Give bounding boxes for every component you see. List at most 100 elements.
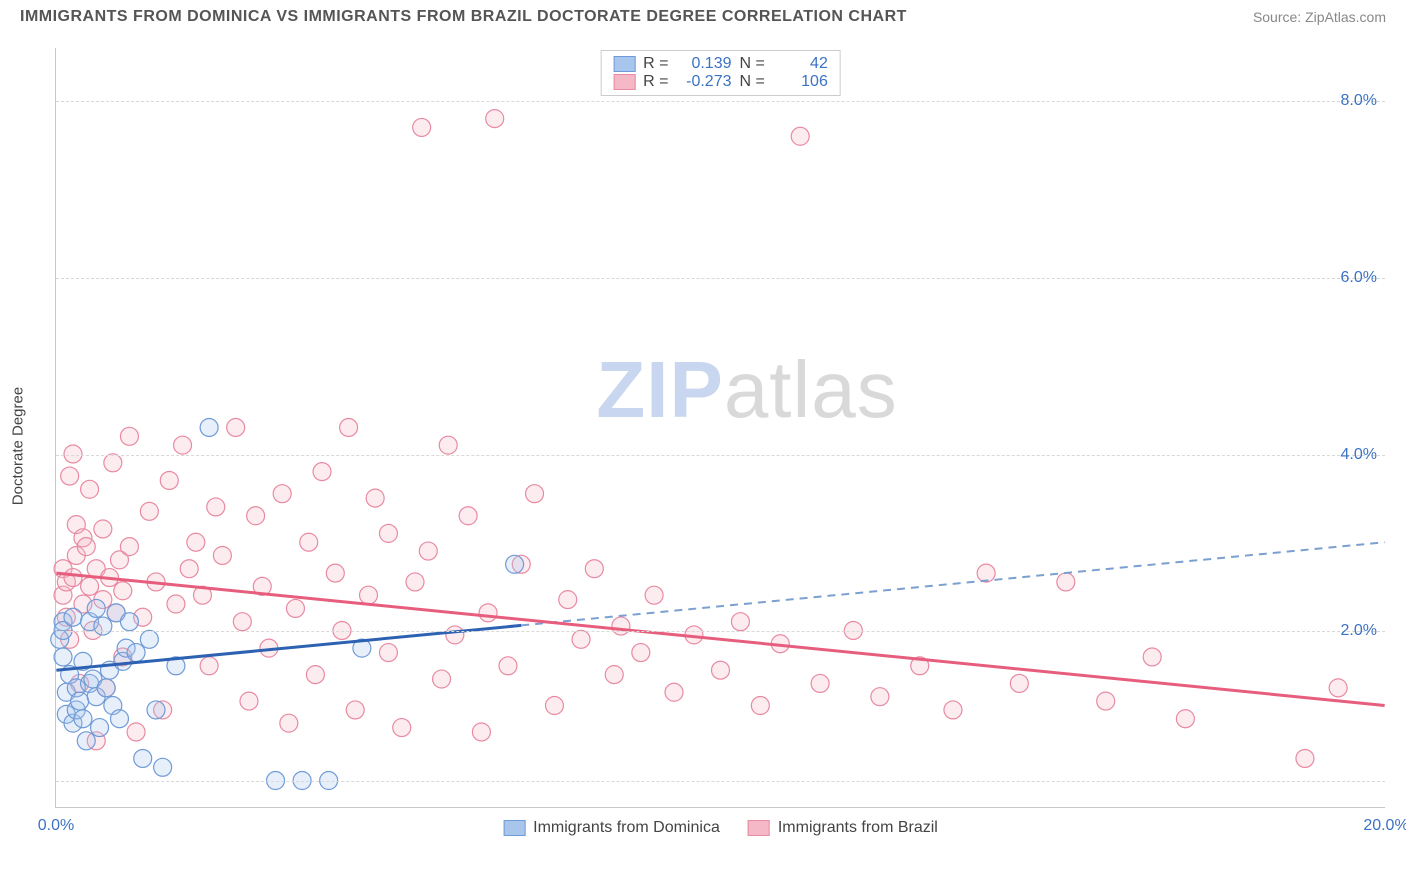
gridline: [56, 631, 1385, 632]
data-point: [140, 502, 158, 520]
data-point: [506, 555, 524, 573]
data-point: [1176, 710, 1194, 728]
data-point: [207, 498, 225, 516]
data-point: [233, 613, 251, 631]
data-point: [632, 644, 650, 662]
data-point: [406, 573, 424, 591]
legend-item-dominica: Immigrants from Dominica: [503, 819, 720, 837]
data-point: [479, 604, 497, 622]
data-point: [1296, 749, 1314, 767]
data-point: [665, 683, 683, 701]
data-point: [104, 454, 122, 472]
data-point: [393, 719, 411, 737]
data-point: [120, 427, 138, 445]
data-point: [134, 749, 152, 767]
regression-line-dashed: [521, 542, 1384, 625]
data-point: [64, 608, 82, 626]
legend-item-brazil: Immigrants from Brazil: [748, 819, 938, 837]
gridline: [56, 781, 1385, 782]
data-point: [379, 644, 397, 662]
data-point: [472, 723, 490, 741]
data-point: [459, 507, 477, 525]
legend-row-brazil: R = -0.273 N = 106: [613, 73, 828, 91]
gridline: [56, 278, 1385, 279]
r-label: R =: [643, 55, 668, 73]
data-point: [645, 586, 663, 604]
data-point: [731, 613, 749, 631]
data-point: [439, 436, 457, 454]
source-name: ZipAtlas.com: [1305, 9, 1386, 25]
n-value-dominica: 42: [773, 55, 828, 73]
legend-row-dominica: R = 0.139 N = 42: [613, 55, 828, 73]
data-point: [147, 701, 165, 719]
legend-label-dominica: Immigrants from Dominica: [533, 819, 720, 837]
n-value-brazil: 106: [773, 73, 828, 91]
data-point: [585, 560, 603, 578]
data-point: [200, 657, 218, 675]
data-point: [273, 485, 291, 503]
data-point: [61, 467, 79, 485]
data-point: [74, 710, 92, 728]
data-point: [77, 538, 95, 556]
data-point: [94, 617, 112, 635]
data-point: [114, 582, 132, 600]
data-point: [379, 524, 397, 542]
data-point: [712, 661, 730, 679]
source-attribution: Source: ZipAtlas.com: [1253, 9, 1386, 25]
correlation-legend: R = 0.139 N = 42 R = -0.273 N = 106: [600, 50, 841, 96]
y-axis-label: Doctorate Degree: [10, 387, 27, 505]
data-point: [300, 533, 318, 551]
data-point: [247, 507, 265, 525]
data-point: [751, 697, 769, 715]
data-point: [140, 630, 158, 648]
data-point: [977, 564, 995, 582]
x-tick-label: 20.0%: [1363, 817, 1406, 835]
data-point: [1010, 674, 1028, 692]
r-label: R =: [643, 73, 668, 91]
r-value-dominica: 0.139: [677, 55, 732, 73]
n-label: N =: [740, 55, 765, 73]
data-point: [306, 666, 324, 684]
data-point: [1097, 692, 1115, 710]
data-point: [213, 546, 231, 564]
data-point: [605, 666, 623, 684]
data-point: [360, 586, 378, 604]
data-point: [545, 697, 563, 715]
data-point: [154, 758, 172, 776]
data-point: [944, 701, 962, 719]
data-point: [433, 670, 451, 688]
data-point: [77, 732, 95, 750]
data-point: [240, 692, 258, 710]
data-point: [94, 520, 112, 538]
data-point: [97, 679, 115, 697]
data-point: [81, 577, 99, 595]
data-point: [71, 692, 89, 710]
data-point: [160, 471, 178, 489]
y-tick-label: 4.0%: [1341, 446, 1377, 464]
x-tick-label: 0.0%: [38, 817, 74, 835]
data-point: [120, 538, 138, 556]
chart-area: ZIPatlas R = 0.139 N = 42 R = -0.273 N =…: [55, 48, 1385, 808]
data-point: [313, 463, 331, 481]
data-point: [81, 480, 99, 498]
data-point: [187, 533, 205, 551]
data-point: [280, 714, 298, 732]
data-point: [200, 419, 218, 437]
plot-svg: [56, 48, 1385, 807]
data-point: [87, 599, 105, 617]
gridline: [56, 101, 1385, 102]
data-point: [811, 674, 829, 692]
data-point: [167, 595, 185, 613]
data-point: [871, 688, 889, 706]
header: IMMIGRANTS FROM DOMINICA VS IMMIGRANTS F…: [0, 0, 1406, 32]
data-point: [486, 110, 504, 128]
r-value-brazil: -0.273: [677, 73, 732, 91]
data-point: [174, 436, 192, 454]
data-point: [791, 127, 809, 145]
data-point: [1329, 679, 1347, 697]
data-point: [446, 626, 464, 644]
data-point: [286, 599, 304, 617]
data-point: [227, 419, 245, 437]
data-point: [326, 564, 344, 582]
swatch-brazil: [613, 74, 635, 90]
